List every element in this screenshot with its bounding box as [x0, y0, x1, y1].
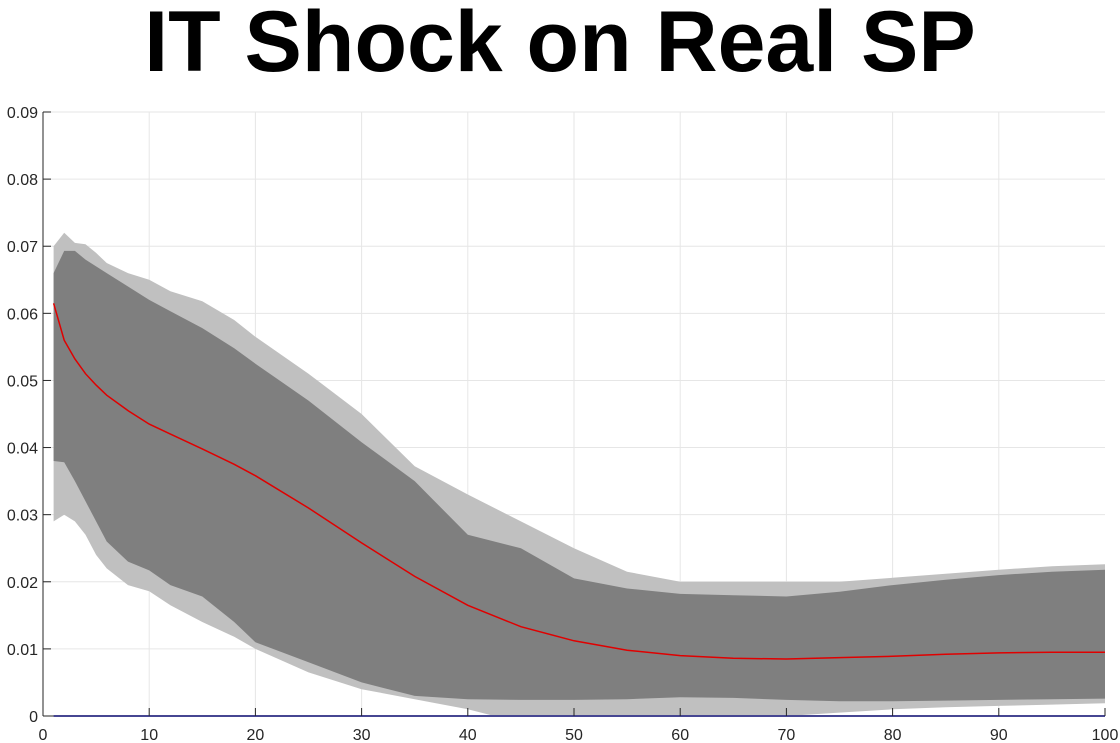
x-tick-label: 0	[39, 727, 48, 743]
y-tick-labels: 0 0.01 0.02 0.03 0.04 0.05 0.06 0.07 0.08 0.09	[7, 105, 38, 726]
x-tick-label: 90	[990, 727, 1008, 743]
x-tick-label: 30	[353, 727, 371, 743]
chart-title: IT Shock on Real SP	[144, 0, 976, 90]
y-tick-label: 0.02	[7, 575, 38, 592]
axes	[42, 111, 1106, 717]
y-tick-label: 0.03	[7, 508, 38, 525]
x-tick-label: 50	[565, 727, 583, 743]
y-tick-label: 0.07	[7, 239, 38, 256]
y-tick-label: 0.01	[7, 642, 38, 659]
y-tick-label: 0.05	[7, 373, 38, 390]
x-tick-label: 40	[459, 727, 477, 743]
inner-band	[53, 250, 1105, 702]
x-tick-label: 60	[671, 727, 689, 743]
x-tick-labels: 0 10 20 30 40 50 60 70 80 90 100	[39, 727, 1119, 743]
median-line	[52, 303, 1105, 660]
y-tick-label: 0	[29, 709, 38, 726]
y-tick-label: 0.09	[7, 105, 38, 122]
y-tick-label: 0.06	[7, 306, 38, 323]
x-tick-label: 20	[247, 727, 265, 743]
x-tick-label: 100	[1092, 727, 1119, 743]
x-tick-label: 10	[140, 727, 158, 743]
y-tick-label: 0.04	[7, 441, 38, 458]
x-tick-label: 80	[884, 727, 902, 743]
x-tick-label: 70	[778, 727, 796, 743]
y-tick-label: 0.08	[7, 172, 38, 189]
confidence-bands	[53, 232, 1105, 716]
